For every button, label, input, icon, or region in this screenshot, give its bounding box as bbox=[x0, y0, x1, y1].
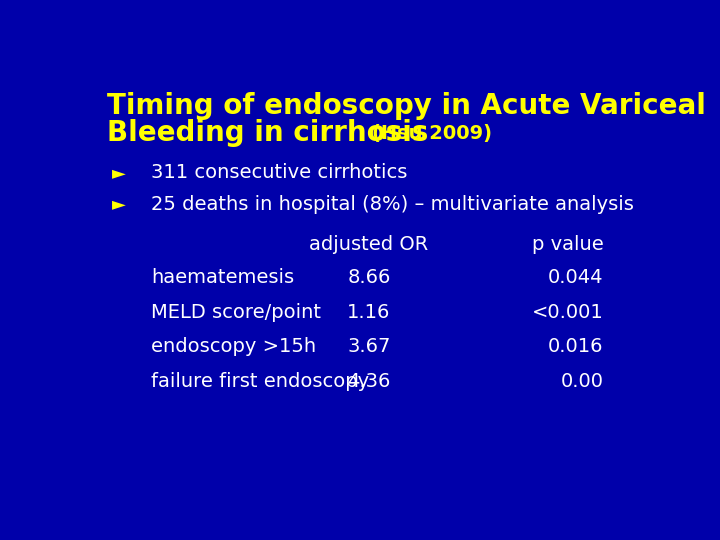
Text: 311 consecutive cirrhotics: 311 consecutive cirrhotics bbox=[151, 164, 408, 183]
Text: failure first endoscopy: failure first endoscopy bbox=[151, 372, 369, 391]
Text: 8.66: 8.66 bbox=[347, 268, 391, 287]
Text: 0.00: 0.00 bbox=[560, 372, 603, 391]
Text: Bleeding in cirrhosis: Bleeding in cirrhosis bbox=[107, 119, 438, 147]
Text: (Hsu 2009): (Hsu 2009) bbox=[372, 124, 492, 143]
Text: 0.044: 0.044 bbox=[548, 268, 603, 287]
Text: ►: ► bbox=[112, 164, 126, 182]
Text: 3.67: 3.67 bbox=[347, 337, 391, 356]
Text: MELD score/point: MELD score/point bbox=[151, 303, 321, 322]
Text: 25 deaths in hospital (8%) – multivariate analysis: 25 deaths in hospital (8%) – multivariat… bbox=[151, 194, 634, 214]
Text: <0.001: <0.001 bbox=[531, 303, 603, 322]
Text: p value: p value bbox=[531, 235, 603, 254]
Text: 1.16: 1.16 bbox=[347, 303, 391, 322]
Text: haematemesis: haematemesis bbox=[151, 268, 294, 287]
Text: endoscopy >15h: endoscopy >15h bbox=[151, 337, 317, 356]
Text: 0.016: 0.016 bbox=[548, 337, 603, 356]
Text: 4.36: 4.36 bbox=[347, 372, 391, 391]
Text: adjusted OR: adjusted OR bbox=[310, 235, 428, 254]
Text: ►: ► bbox=[112, 195, 126, 213]
Text: Timing of endoscopy in Acute Variceal: Timing of endoscopy in Acute Variceal bbox=[107, 92, 706, 120]
